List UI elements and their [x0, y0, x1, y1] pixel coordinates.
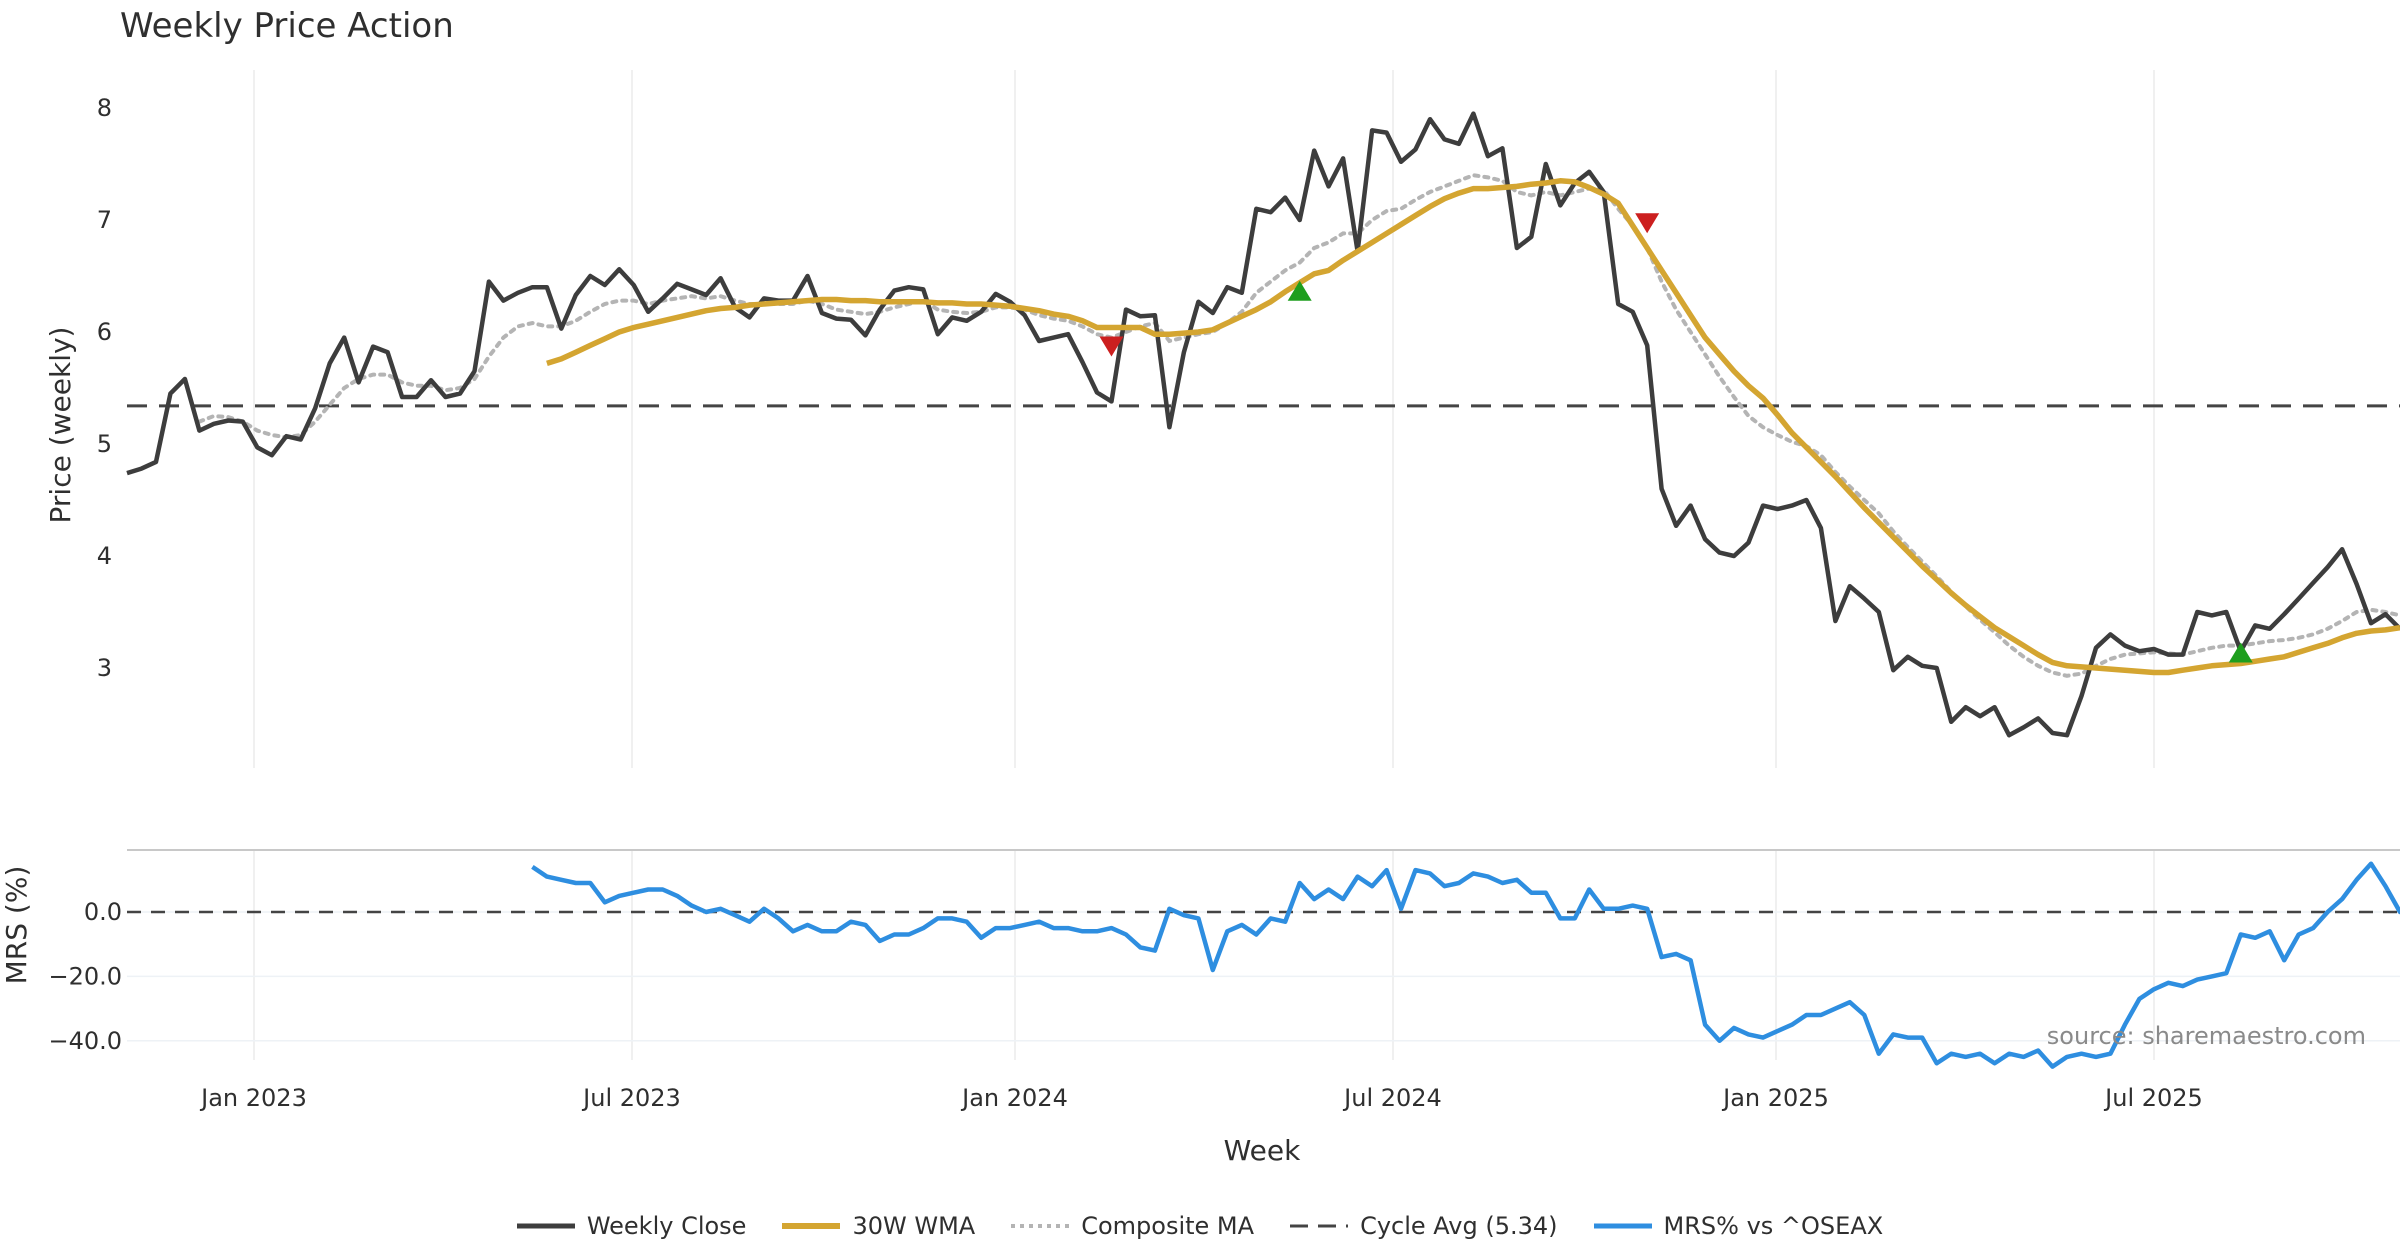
legend-swatch-wma	[782, 1223, 841, 1229]
price-tick-label: 6	[97, 318, 112, 346]
mrs-tick-label: −20.0	[48, 962, 122, 990]
mrs-tick-label: 0.0	[84, 898, 122, 926]
sell-signal-marker	[1099, 336, 1124, 357]
composite-ma-line	[197, 173, 2400, 678]
legend-swatch-weekly-close	[516, 1223, 575, 1229]
price-axis: 3 4 5 6 7 8	[97, 94, 112, 682]
legend-swatch-mrs	[1593, 1223, 1652, 1229]
x-tick-label: Jan 2024	[960, 1084, 1068, 1112]
x-axis: Jan 2023 Jul 2023 Jan 2024 Jul 2024 Jan 2025…	[199, 1084, 2203, 1112]
chart-title: Weekly Price Action	[120, 6, 454, 46]
legend-label-mrs: MRS% vs ^OSEAX	[1663, 1212, 1884, 1240]
x-tick-label: Jan 2023	[199, 1084, 307, 1112]
wma-line	[546, 178, 2400, 676]
price-tick-label: 4	[97, 542, 112, 570]
mrs-tick-label: −40.0	[48, 1027, 122, 1055]
x-tick-label: Jan 2025	[1721, 1084, 1829, 1112]
x-tick-label: Jul 2025	[2103, 1084, 2203, 1112]
legend-label-cycle-avg: Cycle Avg (5.34)	[1360, 1212, 1558, 1240]
price-tick-label: 8	[97, 94, 112, 122]
mrs-y-label: MRS (%)	[0, 866, 33, 985]
x-tick-label: Jul 2024	[1342, 1084, 1442, 1112]
legend-item-wma: 30W WMA	[782, 1212, 975, 1240]
legend-label-composite-ma: Composite MA	[1081, 1212, 1255, 1240]
price-tick-label: 7	[97, 206, 112, 234]
weekly-close-line	[126, 111, 2400, 738]
legend-item-weekly-close: Weekly Close	[516, 1212, 747, 1240]
legend: Weekly Close 30W WMA Composite MA Cycle …	[0, 1212, 2400, 1240]
x-tick-label: Jul 2023	[581, 1084, 681, 1112]
legend-label-weekly-close: Weekly Close	[586, 1212, 747, 1240]
legend-label-wma: 30W WMA	[852, 1212, 976, 1240]
price-y-label: Price (weekly)	[44, 327, 77, 524]
signal-markers	[1099, 213, 2253, 663]
price-tick-label: 3	[97, 654, 112, 682]
mrs-line	[531, 861, 2400, 1069]
legend-item-composite-ma: Composite MA	[1011, 1212, 1254, 1240]
mrs-axis: 0.0 −20.0 −40.0	[48, 849, 2400, 1055]
price-tick-label: 5	[97, 430, 112, 458]
legend-swatch-cycle-avg	[1290, 1224, 1349, 1228]
x-axis-label: Week	[1224, 1134, 1301, 1167]
buy-signal-marker	[1287, 280, 1312, 301]
source-label: source: sharemaestro.com	[2047, 1022, 2366, 1050]
sell-signal-marker	[1635, 213, 1660, 234]
legend-item-mrs: MRS% vs ^OSEAX	[1593, 1212, 1884, 1240]
price-series-group	[126, 111, 2400, 738]
mrs-series-group	[531, 861, 2400, 1069]
legend-item-cycle-avg: Cycle Avg (5.34)	[1290, 1212, 1558, 1240]
buy-signal-marker	[2228, 642, 2253, 663]
legend-swatch-composite-ma	[1011, 1224, 1070, 1228]
